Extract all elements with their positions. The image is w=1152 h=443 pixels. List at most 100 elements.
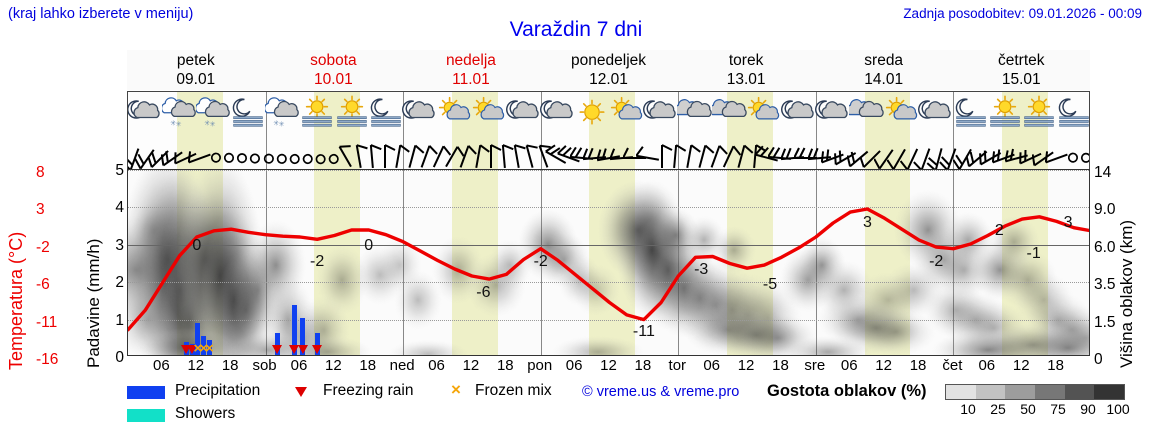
- wind-barb: [913, 136, 939, 169]
- freezing-rain-marker: [297, 345, 308, 354]
- wind-barb: [147, 136, 174, 169]
- wind-barb: [214, 136, 240, 169]
- wind-barb: [412, 136, 438, 169]
- time-tick-label: čet: [942, 357, 963, 374]
- sun-cloud-icon: [437, 94, 473, 132]
- temperature-label: -2: [310, 252, 325, 270]
- moon-cloud-icon: [505, 94, 542, 132]
- wind-barb: [254, 136, 280, 169]
- svg-text:✳: ✳: [204, 119, 210, 128]
- wind-barb: [1044, 136, 1071, 169]
- forecast-plot: 0 -2 0 -6 -2 -11 -3 -5 3 -2 2 -1 3 × × ×: [127, 169, 1090, 356]
- cloud-snow-icon: ✳ ✳: [263, 94, 301, 132]
- temperature-label: -11: [632, 323, 655, 341]
- day-header-7: četrtek 15.01: [952, 50, 1090, 90]
- cloud-density-tick: 100: [1106, 401, 1130, 417]
- wind-barb: [557, 136, 583, 169]
- sun-bars-icon: [299, 94, 335, 132]
- time-tick-label: 18: [221, 357, 239, 374]
- wind-barb: [201, 136, 227, 169]
- time-tick-label: 12: [1012, 357, 1030, 374]
- time-tick-label: 18: [634, 357, 652, 374]
- precipitation-bar: [274, 332, 280, 355]
- moon-bars-icon: [1056, 94, 1089, 132]
- wind-barb: [886, 136, 913, 169]
- cloud-density-tick: 10: [960, 401, 976, 417]
- cloud-tick: 1.5: [1094, 313, 1116, 331]
- cloud-density-step-6: [1094, 385, 1125, 399]
- time-tick-label: 12: [737, 357, 755, 374]
- day-date: 15.01: [1001, 71, 1041, 88]
- svg-text:✳: ✳: [170, 119, 176, 128]
- moon-bars-icon: [953, 94, 989, 132]
- day-date: 13.01: [726, 71, 766, 88]
- time-tick-label: ned: [389, 357, 415, 374]
- cloud-density-colorbar: [945, 384, 1125, 400]
- temperature-label: 3: [1063, 213, 1073, 231]
- day-header-2: sobota 10.01: [265, 50, 403, 90]
- time-tick-label: 18: [359, 357, 377, 374]
- wind-barb: [385, 136, 411, 169]
- precipitation-bar: [206, 340, 212, 355]
- time-tick-label: sre: [804, 357, 826, 374]
- sun-cloud-icon: [746, 94, 782, 132]
- wind-barb: [1018, 136, 1045, 169]
- wind-barb: [451, 136, 478, 169]
- precip-tick: 2: [115, 274, 124, 292]
- moon-cloud-icon: [918, 94, 954, 132]
- day-date: 10.01: [313, 71, 353, 88]
- wind-barb: [1031, 136, 1058, 169]
- wind-barb: [359, 136, 385, 169]
- cloud-snow-icon: ✳ ✳: [160, 94, 198, 132]
- svg-text:✳: ✳: [278, 120, 284, 129]
- freezing-rain-marker: [289, 345, 300, 354]
- temp-tick: 8: [36, 164, 45, 181]
- day-date: 11.01: [452, 71, 490, 88]
- sun-cloud-icon: [471, 94, 507, 132]
- wind-barb: [465, 136, 491, 169]
- wind-barb: [872, 136, 900, 169]
- wind-barb: [306, 136, 332, 169]
- copyright-label[interactable]: © vreme.us & vreme.pro: [582, 384, 740, 400]
- day-separator-5: [815, 92, 817, 169]
- gridline-1: [128, 207, 1089, 209]
- wind-barb: [372, 136, 398, 169]
- freezing-rain-marker: [181, 345, 192, 354]
- time-tick-label: 06: [290, 357, 308, 374]
- svg-text:✳: ✳: [175, 120, 181, 129]
- moon-bars-icon: [368, 94, 404, 132]
- plot-gridlines: [128, 170, 1089, 355]
- cloud-tick: 3.5: [1094, 276, 1116, 294]
- temperature-label: 2: [994, 221, 1004, 239]
- wind-barb: [621, 136, 649, 169]
- precipitation-axis-title: Padavine (mm/h): [84, 238, 103, 368]
- cloud-density-step-1: [946, 385, 976, 399]
- temperature-label: -2: [929, 252, 944, 270]
- wind-barb: [187, 136, 214, 169]
- day-header-5: torek 13.01: [677, 50, 815, 90]
- cloud-snow-icon: ✳ ✳: [194, 94, 232, 132]
- svg-text:✳: ✳: [273, 119, 279, 128]
- wind-barb: [531, 136, 557, 169]
- precipitation-bar: [201, 336, 207, 355]
- frozen-mix-marker: ×: [193, 340, 203, 356]
- chart-legend: Precipitation Showers Freezing rain × Fr…: [127, 380, 1152, 440]
- wind-barb: [595, 136, 623, 169]
- freezing-rain-legend-label: Freezing rain: [323, 382, 414, 399]
- time-tick-label: 06: [428, 357, 445, 374]
- gridline-0: [128, 170, 1089, 171]
- wind-barb: [174, 136, 200, 169]
- wind-barb: [689, 136, 715, 169]
- sun-cloud-icon: [609, 94, 645, 132]
- day-separator-6: [953, 92, 955, 169]
- temp-tick: -16: [36, 351, 59, 368]
- temp-tick: -6: [36, 276, 50, 294]
- precip-tick: 5: [115, 162, 124, 179]
- wind-barb: [939, 136, 965, 169]
- wind-barb: [635, 136, 662, 169]
- day-header-strip: petek 09.01 sobota 10.01 nedelja 11.01 ponedel…: [127, 50, 1090, 90]
- day-name: sobota: [310, 52, 357, 69]
- precip-tick: 1: [115, 311, 124, 329]
- time-tick-label: 12: [462, 357, 480, 374]
- time-tick-label: 18: [909, 357, 927, 374]
